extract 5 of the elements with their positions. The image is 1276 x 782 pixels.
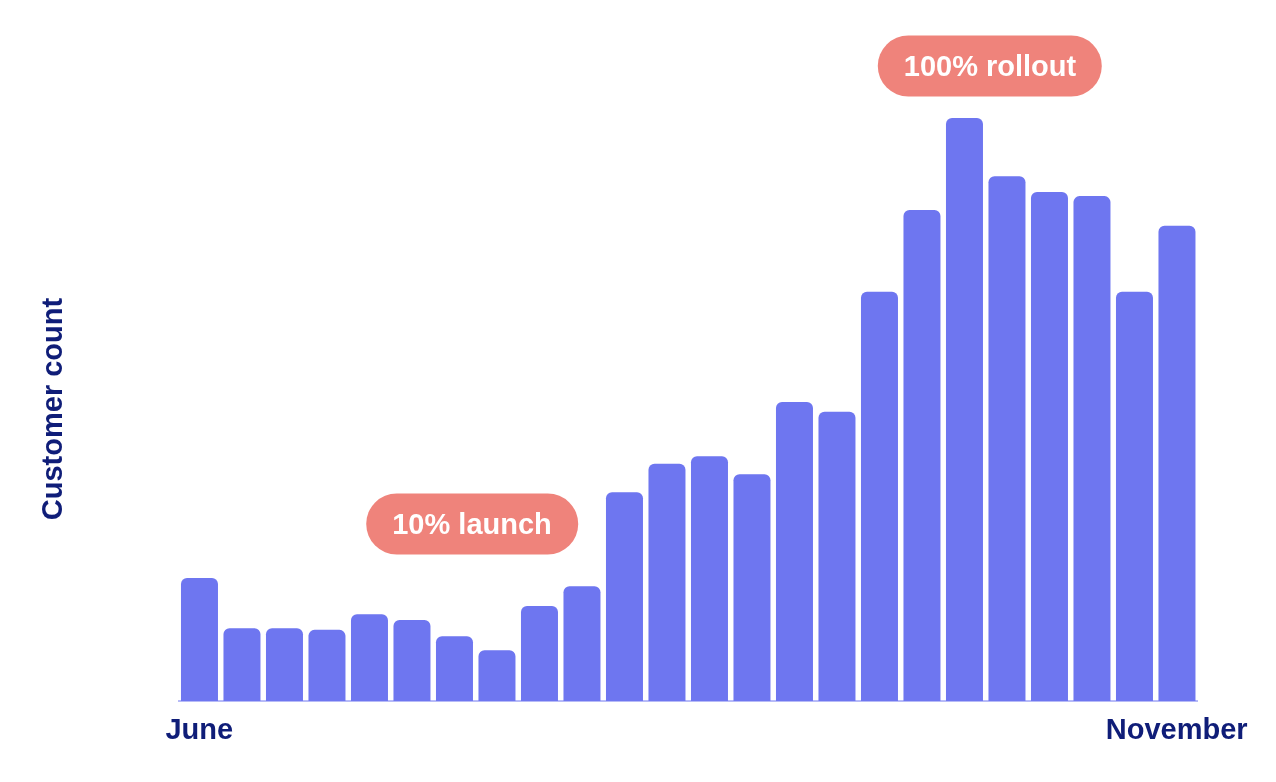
- text: 100% rollout: [877, 35, 1103, 97]
- y-axis-title: Customer count: [35, 297, 69, 521]
- annotation: 10% launch: [366, 493, 578, 555]
- x-tick-label: June: [165, 713, 234, 745]
- x-tick-label: November: [1105, 713, 1248, 745]
